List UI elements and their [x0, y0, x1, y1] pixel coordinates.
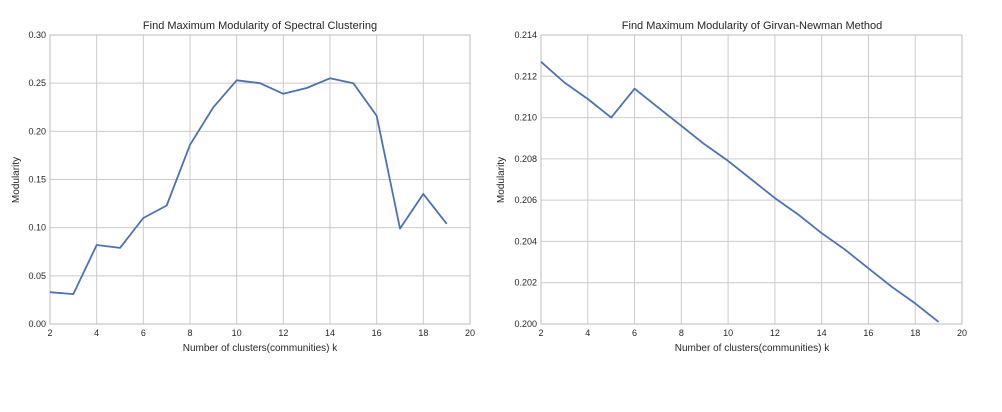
- y-tick-label: 0.202: [514, 278, 537, 288]
- data-point: [352, 82, 354, 84]
- data-point: [189, 144, 191, 146]
- data-point: [119, 247, 121, 249]
- plot-frame: [540, 34, 963, 325]
- data-point: [212, 106, 214, 108]
- y-tick-label: 0.20: [28, 126, 46, 136]
- data-point: [375, 115, 377, 117]
- x-tick-label: 20: [465, 328, 475, 338]
- x-tick-label: 8: [679, 328, 684, 338]
- data-point: [914, 302, 916, 304]
- data-point: [891, 286, 893, 288]
- x-tick-label: 6: [632, 328, 637, 338]
- data-point: [750, 178, 752, 180]
- chart-title: Find Maximum Modularity of Spectral Clus…: [143, 20, 377, 32]
- y-tick-label: 0.208: [514, 154, 537, 164]
- x-axis-label: Number of clusters(communities) k: [675, 343, 830, 354]
- y-tick-label: 0.05: [28, 271, 46, 281]
- data-point: [305, 87, 307, 89]
- data-point: [165, 204, 167, 206]
- x-tick-label: 12: [770, 328, 780, 338]
- data-point: [259, 82, 261, 84]
- y-tick-label: 0.204: [514, 236, 537, 246]
- data-point: [399, 227, 401, 229]
- x-tick-label: 10: [232, 328, 242, 338]
- data-point: [820, 232, 822, 234]
- data-point: [797, 213, 799, 215]
- data-point: [704, 143, 706, 145]
- y-tick-label: 0.15: [28, 175, 46, 185]
- y-tick-label: 0.25: [28, 78, 46, 88]
- data-point: [329, 77, 331, 79]
- x-tick-label: 2: [47, 328, 52, 338]
- grid: [49, 34, 471, 325]
- x-tick-label: 16: [863, 328, 873, 338]
- y-tick-label: 0.206: [514, 195, 537, 205]
- data-point: [235, 79, 237, 81]
- x-tick-label: 18: [418, 328, 428, 338]
- x-tick-label: 16: [372, 328, 382, 338]
- data-point: [142, 217, 144, 219]
- series-line: [49, 77, 448, 296]
- y-tick-label: 0.212: [514, 71, 537, 81]
- y-tick-label: 0.214: [514, 30, 537, 40]
- series-line: [540, 61, 940, 323]
- y-axis-label: Modularity: [496, 157, 507, 203]
- x-tick-label: 20: [957, 328, 967, 338]
- y-tick-label: 0.30: [28, 30, 46, 40]
- x-tick-label: 10: [723, 328, 733, 338]
- data-point: [445, 223, 447, 225]
- y-tick-label: 0.10: [28, 223, 46, 233]
- x-tick-label: 4: [94, 328, 99, 338]
- data-point: [937, 321, 939, 323]
- x-tick-label: 14: [325, 328, 335, 338]
- chart-title: Find Maximum Modularity of Girvan-Newman…: [622, 20, 882, 32]
- y-tick-label: 0.200: [514, 319, 537, 329]
- x-tick-label: 8: [187, 328, 192, 338]
- y-tick-label: 0.210: [514, 113, 537, 123]
- x-tick-label: 6: [141, 328, 146, 338]
- x-tick-label: 14: [817, 328, 827, 338]
- data-point: [282, 93, 284, 95]
- plot-frame: [49, 34, 471, 325]
- data-point: [72, 293, 74, 295]
- data-point: [49, 291, 51, 293]
- data-point: [727, 160, 729, 162]
- x-tick-label: 4: [585, 328, 590, 338]
- y-axis-label: Modularity: [11, 157, 22, 203]
- data-point: [844, 248, 846, 250]
- x-tick-label: 12: [278, 328, 288, 338]
- x-axis-label: Number of clusters(communities) k: [183, 343, 338, 354]
- data-point: [610, 116, 612, 118]
- y-tick-label: 0.00: [28, 319, 46, 329]
- x-tick-label: 2: [538, 328, 543, 338]
- data-point: [540, 61, 542, 63]
- data-point: [95, 244, 97, 246]
- data-point: [867, 267, 869, 269]
- data-point: [563, 81, 565, 83]
- data-point: [633, 87, 635, 89]
- x-tick-label: 18: [910, 328, 920, 338]
- data-point: [680, 125, 682, 127]
- data-point: [422, 193, 424, 195]
- data-point: [657, 106, 659, 108]
- girvan-newman-chart: Find Maximum Modularity of Girvan-Newman…: [496, 20, 967, 354]
- data-point: [587, 98, 589, 100]
- spectral-clustering-chart: Find Maximum Modularity of Spectral Clus…: [11, 20, 475, 354]
- data-point: [774, 197, 776, 199]
